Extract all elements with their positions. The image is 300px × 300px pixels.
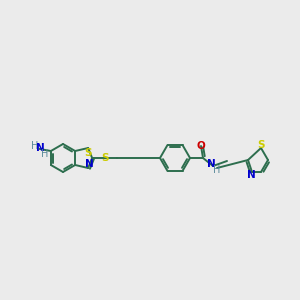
Text: N: N <box>85 159 94 169</box>
Text: O: O <box>196 141 206 151</box>
Text: N: N <box>207 159 215 169</box>
Text: S: S <box>101 153 109 163</box>
Text: H: H <box>41 149 49 159</box>
Text: S: S <box>257 140 265 150</box>
Text: H: H <box>31 141 39 151</box>
Text: S: S <box>84 148 92 158</box>
Text: N: N <box>35 143 44 153</box>
Text: H: H <box>213 165 221 175</box>
Text: N: N <box>247 170 255 180</box>
